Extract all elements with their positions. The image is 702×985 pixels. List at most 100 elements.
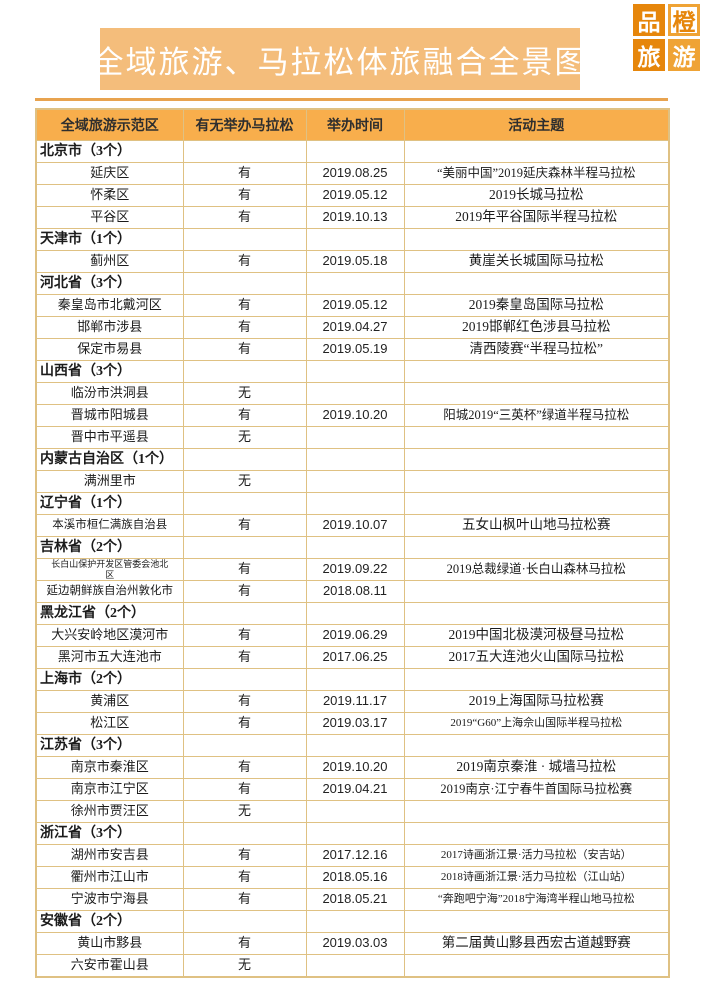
marathon-held-flag: 有 <box>182 778 307 801</box>
event-date <box>305 426 405 449</box>
marathon-table: 全域旅游示范区 有无举办马拉松 举办时间 活动主题 北京市（3个） 延庆区有 201… <box>35 108 670 978</box>
event-date: 2019.10.13 <box>305 206 405 229</box>
empty-cell <box>305 272 405 295</box>
empty-cell <box>182 668 307 691</box>
event-date: 2018.08.11 <box>305 580 405 603</box>
province-group-label: 河北省（3个） <box>35 272 184 295</box>
empty-cell <box>403 492 670 515</box>
empty-cell <box>305 360 405 383</box>
event-theme: 黄崖关长城国际马拉松 <box>403 250 670 273</box>
event-theme: 2019年平谷国际半程马拉松 <box>403 206 670 229</box>
marathon-held-flag: 有 <box>182 162 307 185</box>
empty-cell <box>305 910 405 933</box>
demo-zone-row: 延庆区有 2019.08.25 “美丽中国”2019延庆森林半程马拉松 <box>35 162 670 185</box>
empty-cell <box>182 910 307 933</box>
empty-cell <box>182 822 307 845</box>
marathon-held-flag: 无 <box>182 954 307 978</box>
demo-zone-row: 松江区有 2019.03.17 2019“G60”上海佘山国际半程马拉松 <box>35 712 670 735</box>
event-theme: 2017五大连池火山国际马拉松 <box>403 646 670 669</box>
demo-zone-row: 黑河市五大连池市有 2017.06.25 2017五大连池火山国际马拉松 <box>35 646 670 669</box>
event-date: 2019.05.19 <box>305 338 405 361</box>
demo-zone-row: 邯郸市涉县有 2019.04.27 2019邯郸红色涉县马拉松 <box>35 316 670 339</box>
event-date: 2019.04.21 <box>305 778 405 801</box>
demo-zone-row: 徐州市贾汪区无 <box>35 800 670 823</box>
empty-cell <box>182 602 307 625</box>
marathon-held-flag: 无 <box>182 382 307 405</box>
event-date <box>305 800 405 823</box>
marathon-held-flag: 无 <box>182 426 307 449</box>
column-header-date: 举办时间 <box>305 108 405 141</box>
empty-cell <box>305 822 405 845</box>
event-theme: 2019上海国际马拉松赛 <box>403 690 670 713</box>
demo-zone-name: 秦皇岛市北戴河区 <box>35 294 184 317</box>
column-header-held: 有无举办马拉松 <box>182 108 307 141</box>
marathon-held-flag: 有 <box>182 338 307 361</box>
demo-zone-name: 临汾市洪洞县 <box>35 382 184 405</box>
demo-zone-row: 临汾市洪洞县无 <box>35 382 670 405</box>
pincheng-travel-logo: 品 橙 旅 游 <box>633 4 700 71</box>
event-theme: 2019邯郸红色涉县马拉松 <box>403 316 670 339</box>
marathon-held-flag: 有 <box>182 514 307 537</box>
event-theme: 阳城2019“三英杯”绿道半程马拉松 <box>403 404 670 427</box>
demo-zone-row: 延边朝鲜族自治州敦化市有 2018.08.11 <box>35 580 670 603</box>
demo-zone-row: 大兴安岭地区漠河市有 2019.06.29 2019中国北极漠河极昼马拉松 <box>35 624 670 647</box>
marathon-held-flag: 有 <box>182 624 307 647</box>
marathon-held-flag: 有 <box>182 558 307 581</box>
empty-cell <box>403 536 670 559</box>
marathon-held-flag: 有 <box>182 250 307 273</box>
event-date <box>305 382 405 405</box>
event-theme: “奔跑吧宁海”2018宁海湾半程山地马拉松 <box>403 888 670 911</box>
province-group-row: 山西省（3个） <box>35 360 670 383</box>
province-group-label: 上海市（2个） <box>35 668 184 691</box>
event-theme <box>403 800 670 823</box>
province-group-label: 浙江省（3个） <box>35 822 184 845</box>
marathon-held-flag: 有 <box>182 316 307 339</box>
empty-cell <box>403 734 670 757</box>
event-theme: 2019南京秦淮 · 城墙马拉松 <box>403 756 670 779</box>
marathon-held-flag: 有 <box>182 184 307 207</box>
logo-tile-you: 游 <box>668 39 700 71</box>
event-date <box>305 470 405 493</box>
event-date: 2019.03.17 <box>305 712 405 735</box>
province-group-row: 辽宁省（1个） <box>35 492 670 515</box>
event-theme: 2019长城马拉松 <box>403 184 670 207</box>
event-date: 2018.05.21 <box>305 888 405 911</box>
province-group-row: 河北省（3个） <box>35 272 670 295</box>
demo-zone-row: 黄山市黟县有 2019.03.03 第二届黄山黟县西宏古道越野赛 <box>35 932 670 955</box>
event-date: 2019.08.25 <box>305 162 405 185</box>
demo-zone-row: 衢州市江山市有 2018.05.16 2018诗画浙江景·活力马拉松（江山站） <box>35 866 670 889</box>
demo-zone-name: 延庆区 <box>35 162 184 185</box>
event-date: 2019.10.07 <box>305 514 405 537</box>
event-theme <box>403 426 670 449</box>
marathon-held-flag: 有 <box>182 206 307 229</box>
demo-zone-name: 延边朝鲜族自治州敦化市 <box>35 580 184 603</box>
marathon-held-flag: 有 <box>182 404 307 427</box>
province-group-row: 北京市（3个） <box>35 140 670 163</box>
marathon-held-flag: 有 <box>182 888 307 911</box>
demo-zone-row: 黄浦区有 2019.11.17 2019上海国际马拉松赛 <box>35 690 670 713</box>
divider-line <box>35 98 668 101</box>
event-date: 2017.06.25 <box>305 646 405 669</box>
empty-cell <box>305 734 405 757</box>
event-theme: 五女山枫叶山地马拉松赛 <box>403 514 670 537</box>
demo-zone-name: 满洲里市 <box>35 470 184 493</box>
event-date: 2019.05.12 <box>305 184 405 207</box>
province-group-label: 山西省（3个） <box>35 360 184 383</box>
empty-cell <box>305 602 405 625</box>
province-group-label: 黑龙江省（2个） <box>35 602 184 625</box>
marathon-held-flag: 无 <box>182 800 307 823</box>
event-date: 2019.04.27 <box>305 316 405 339</box>
demo-zone-name: 晋中市平遥县 <box>35 426 184 449</box>
marathon-held-flag: 有 <box>182 712 307 735</box>
demo-zone-name: 宁波市宁海县 <box>35 888 184 911</box>
demo-zone-row: 蓟州区有 2019.05.18 黄崖关长城国际马拉松 <box>35 250 670 273</box>
table-header-row: 全域旅游示范区 有无举办马拉松 举办时间 活动主题 <box>35 108 670 141</box>
empty-cell <box>182 140 307 163</box>
event-theme: 2019总裁绿道·长白山森林马拉松 <box>403 558 670 581</box>
demo-zone-row: 六安市霍山县无 <box>35 954 670 978</box>
demo-zone-name: 长白山保护开发区管委会池北区 <box>35 558 184 581</box>
empty-cell <box>403 822 670 845</box>
page-title: 全域旅游、马拉松体旅融合全景图 <box>93 28 586 90</box>
event-date: 2019.09.22 <box>305 558 405 581</box>
empty-cell <box>182 228 307 251</box>
